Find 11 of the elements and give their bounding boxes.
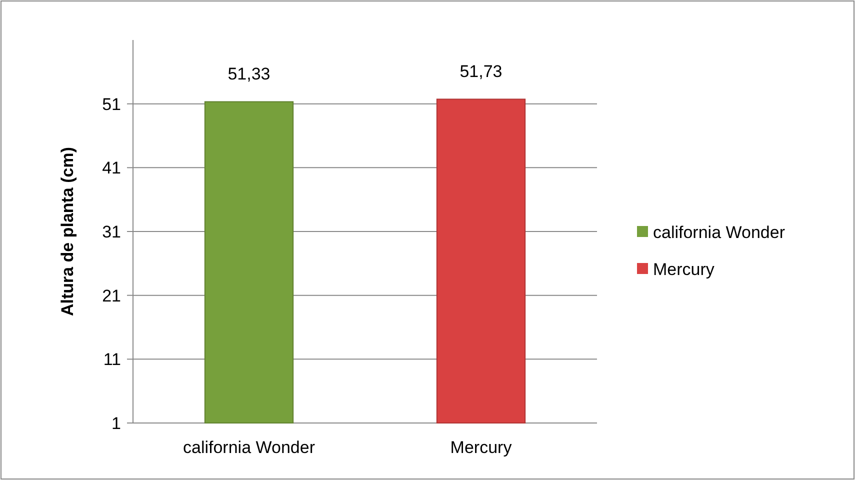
- y-tick-label: 51: [102, 94, 121, 114]
- y-tick-label: 31: [102, 222, 121, 242]
- y-tick-label: 1: [112, 414, 121, 433]
- data-label: 51,73: [460, 62, 502, 82]
- data-label: 51,33: [228, 64, 270, 84]
- legend-label: california Wonder: [653, 222, 786, 242]
- y-tick-label: 11: [103, 350, 121, 370]
- y-tick-label: 41: [102, 158, 121, 178]
- y-tick-label: 21: [102, 286, 121, 306]
- y-axis-title: Altura de planta (cm): [58, 146, 77, 316]
- legend-label: Mercury: [653, 260, 715, 279]
